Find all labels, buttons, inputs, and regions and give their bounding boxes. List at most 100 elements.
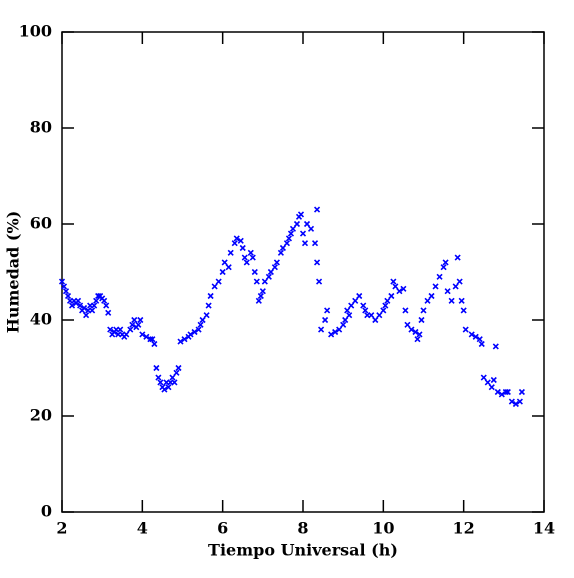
- data-point: [81, 304, 88, 312]
- data-point: [93, 297, 100, 304]
- data-point: [203, 312, 210, 319]
- data-point: [396, 288, 403, 295]
- data-point: [89, 307, 96, 314]
- data-point: [207, 292, 214, 300]
- data-point: [187, 331, 194, 338]
- data-point: [131, 316, 138, 324]
- data-point: [239, 244, 246, 252]
- data-point: [452, 283, 459, 290]
- data-point: [241, 254, 248, 261]
- data-point: [480, 374, 487, 381]
- data-point: [285, 235, 293, 242]
- plot-frame: [61, 31, 545, 513]
- data-point: [265, 273, 272, 280]
- data-point: [344, 307, 351, 314]
- data-point: [277, 249, 284, 256]
- data-point: [508, 398, 515, 405]
- data-point: [287, 230, 295, 237]
- data-point: [143, 333, 150, 340]
- data-point: [123, 331, 130, 338]
- data-point: [149, 336, 156, 343]
- data-point: [307, 225, 315, 232]
- data-point: [444, 288, 451, 295]
- data-point: [117, 326, 124, 333]
- data-point: [301, 240, 309, 247]
- data-point: [283, 240, 290, 247]
- data-point: [103, 302, 110, 309]
- data-point: [62, 288, 70, 295]
- data-point: [135, 321, 142, 328]
- data-point: [424, 297, 431, 304]
- data-point: [77, 302, 84, 309]
- x-tick-label: 14: [533, 519, 555, 538]
- data-point: [199, 316, 206, 324]
- data-point: [243, 259, 250, 266]
- data-point: [175, 364, 182, 372]
- data-point: [392, 283, 399, 290]
- data-point: [490, 376, 497, 384]
- data-point: [368, 312, 375, 319]
- data-point: [311, 240, 319, 247]
- data-point: [105, 309, 112, 316]
- data-point: [215, 278, 222, 285]
- data-point: [472, 333, 479, 340]
- data-point: [257, 292, 264, 300]
- data-point: [101, 297, 108, 304]
- data-point: [289, 225, 297, 232]
- x-tick-label: 12: [453, 519, 475, 538]
- data-point: [259, 288, 266, 295]
- data-point: [151, 340, 158, 348]
- data-point: [297, 211, 305, 218]
- y-axis-label: Humedad (%): [4, 211, 23, 334]
- data-point: [408, 326, 415, 333]
- data-point: [279, 244, 286, 252]
- data-point: [157, 379, 164, 386]
- data-point: [518, 388, 525, 396]
- data-point: [454, 254, 461, 261]
- data-point: [478, 340, 485, 348]
- data-point: [504, 388, 511, 396]
- data-point: [432, 283, 439, 290]
- data-point: [83, 312, 90, 319]
- data-point: [219, 268, 226, 276]
- data-point: [195, 326, 202, 333]
- data-point: [313, 206, 321, 213]
- y-tick-label: 60: [30, 214, 52, 233]
- data-point: [418, 316, 425, 324]
- data-point: [342, 316, 349, 324]
- data-point: [494, 388, 501, 396]
- data-point: [173, 369, 180, 376]
- data-point: [442, 259, 449, 266]
- data-point: [64, 292, 72, 300]
- data-point: [75, 297, 82, 304]
- data-point: [382, 302, 389, 309]
- data-point: [316, 278, 323, 285]
- data-point: [68, 302, 76, 309]
- data-point: [181, 336, 188, 343]
- x-axis-label: Tiempo Universal (h): [208, 541, 398, 560]
- data-point: [129, 321, 136, 328]
- data-point: [137, 316, 144, 324]
- data-point: [414, 336, 421, 343]
- data-point: [225, 264, 232, 271]
- data-point: [436, 273, 443, 280]
- data-point: [440, 264, 447, 271]
- data-point: [328, 331, 335, 338]
- data-point: [384, 297, 391, 304]
- data-point: [267, 268, 274, 276]
- data-point: [313, 259, 321, 266]
- x-tick-label: 8: [297, 519, 308, 538]
- data-point: [91, 302, 98, 309]
- data-point: [428, 292, 435, 300]
- data-point: [155, 374, 162, 381]
- x-tick-label: 6: [217, 519, 228, 538]
- data-point: [255, 297, 262, 304]
- data-point: [127, 326, 134, 333]
- data-point: [249, 254, 256, 261]
- data-point: [388, 292, 395, 300]
- data-point: [448, 297, 455, 304]
- data-point: [484, 379, 491, 386]
- data-point: [476, 336, 483, 343]
- data-point: [340, 321, 347, 328]
